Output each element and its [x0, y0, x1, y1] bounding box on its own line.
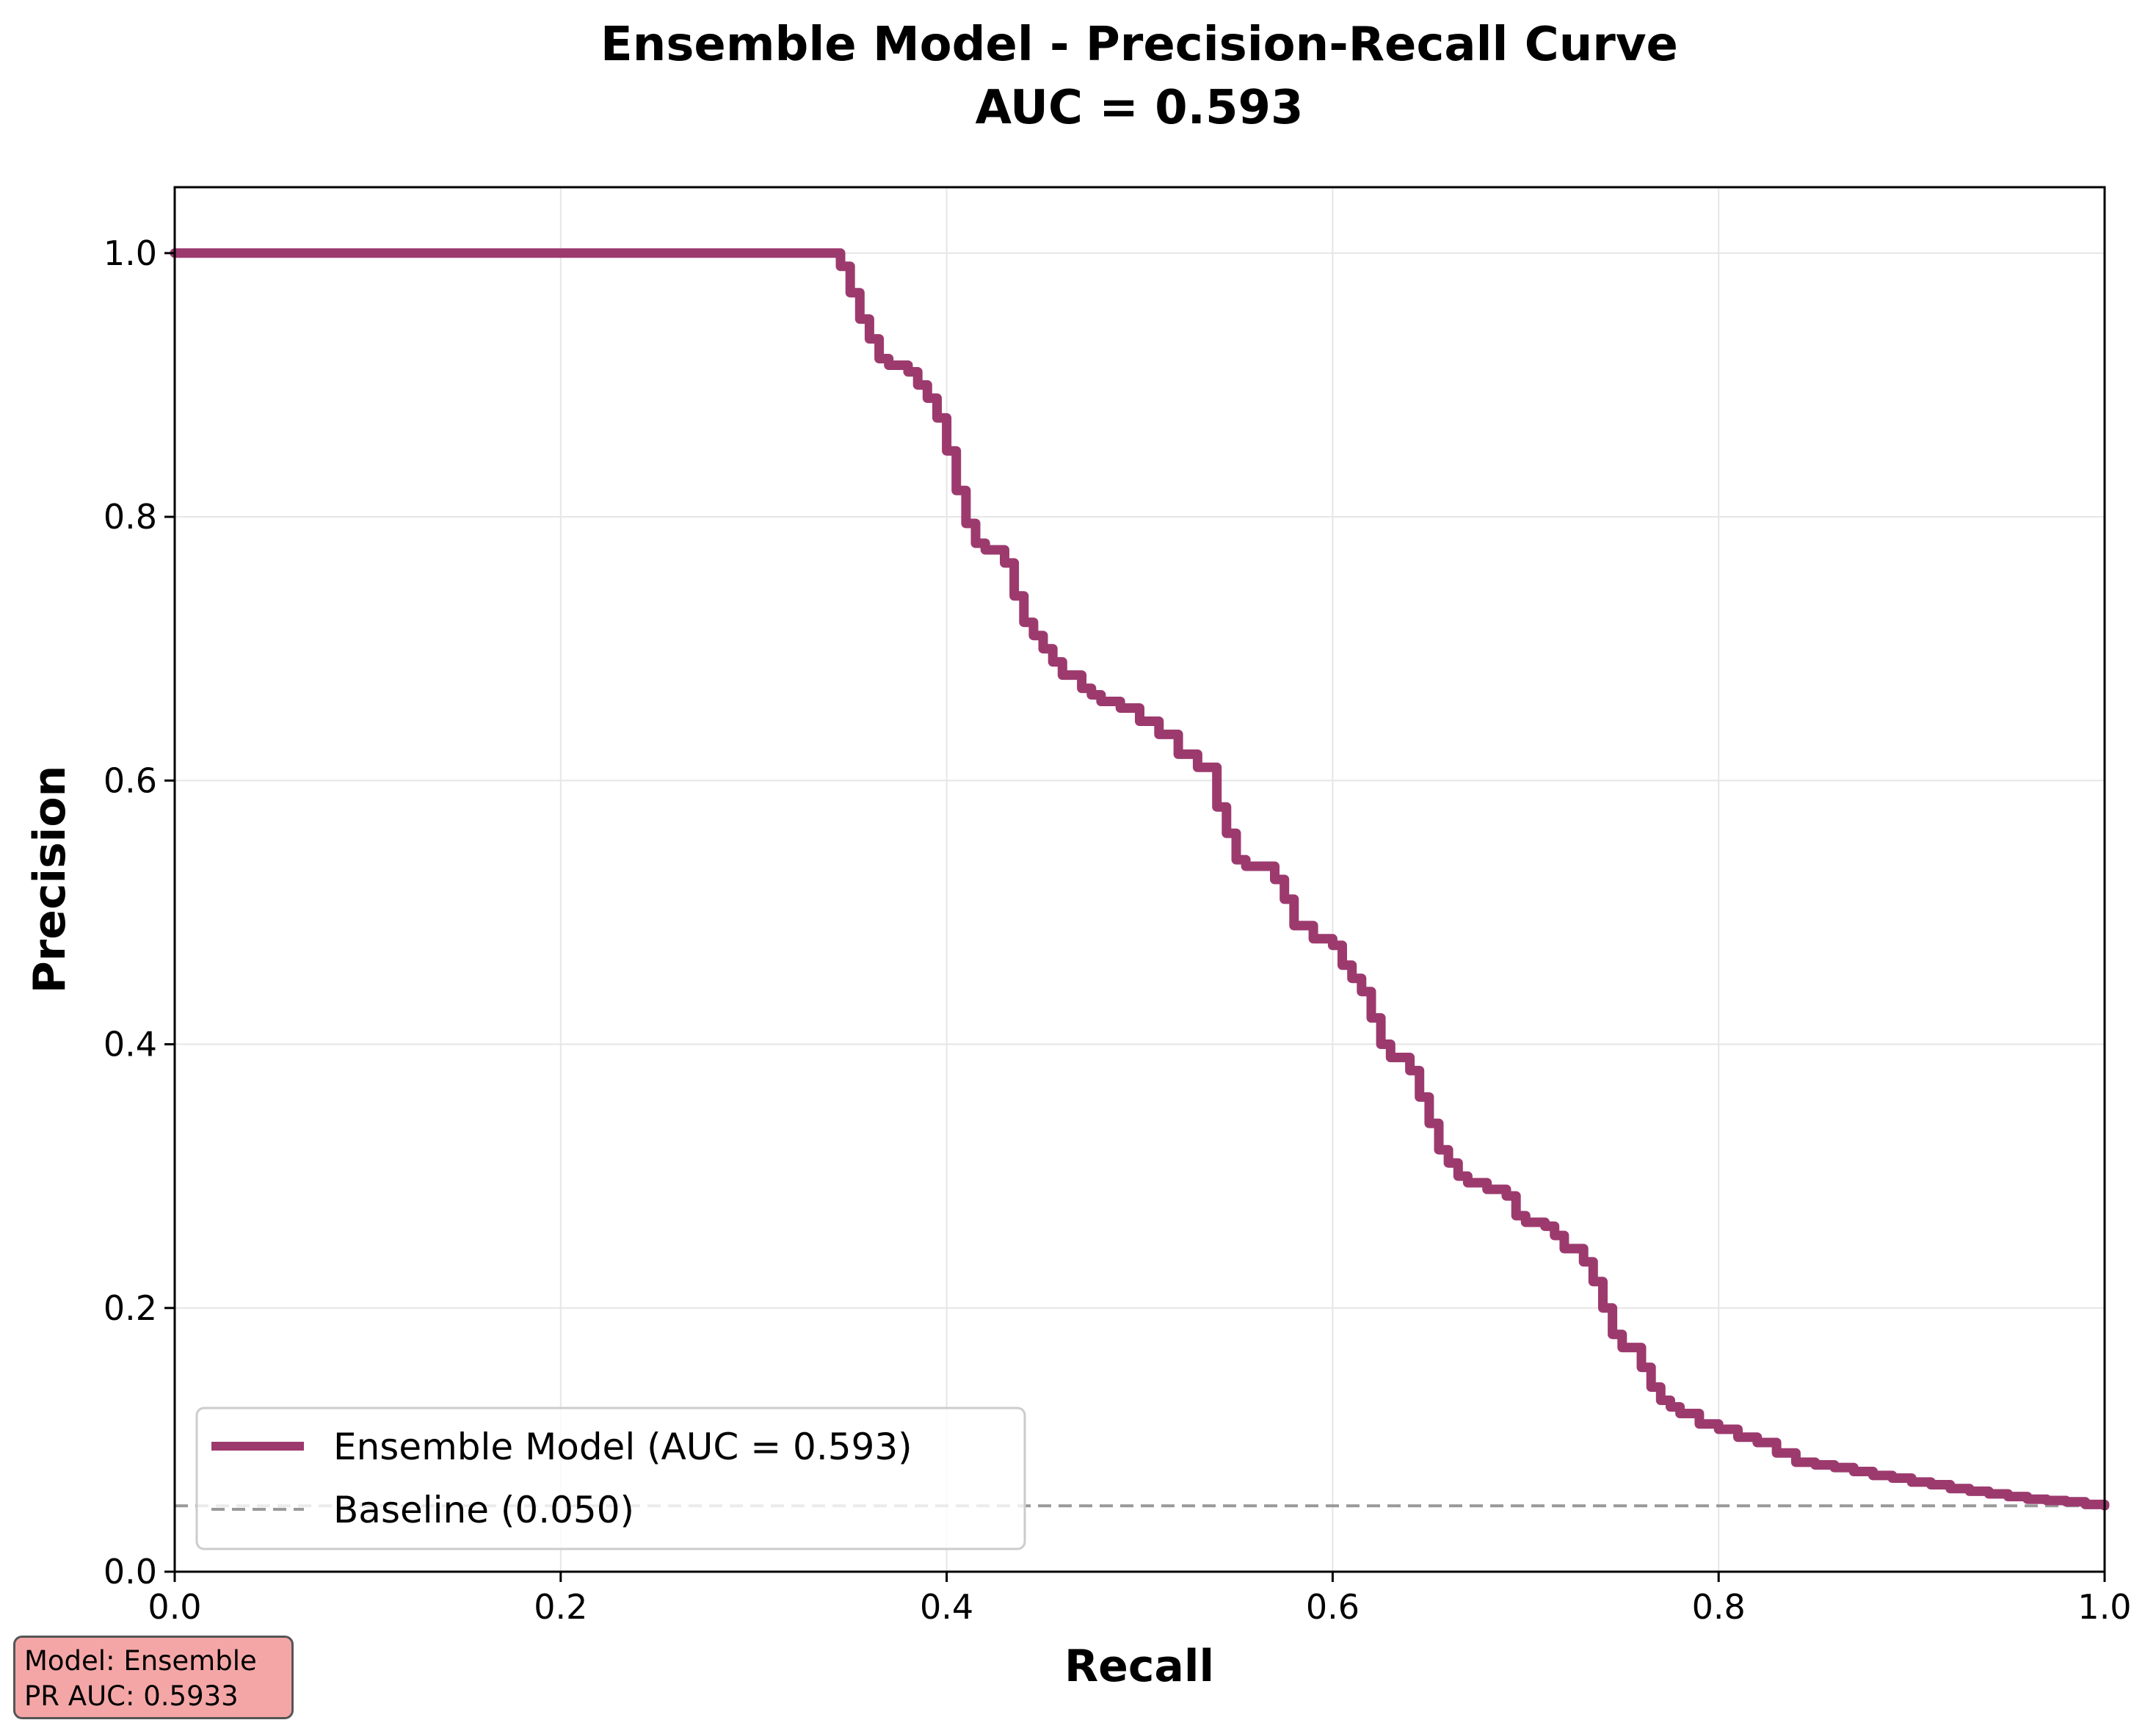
legend: Ensemble Model (AUC = 0.593) Baseline (0… — [195, 1407, 1026, 1550]
grid-lines — [174, 187, 2105, 1572]
series-layer — [170, 248, 2110, 1511]
model-name-text: Model: Ensemble — [24, 1645, 257, 1677]
pr-auc-text: PR AUC: 0.5933 — [24, 1680, 239, 1712]
x-axis-label: Recall — [1064, 1641, 1214, 1692]
x-axis-ticks: 0.0 0.2 0.4 0.6 0.8 1.0 — [148, 1572, 2132, 1627]
y-axis-ticks: 0.0 0.2 0.4 0.6 0.8 1.0 — [104, 233, 175, 1592]
legend-label-ensemble: Ensemble Model (AUC = 0.593) — [333, 1426, 912, 1468]
y-tick-label: 0.4 — [104, 1025, 157, 1064]
legend-label-baseline: Baseline (0.050) — [333, 1489, 634, 1531]
model-info-box: Model: Ensemble PR AUC: 0.5933 — [13, 1636, 294, 1719]
x-tick-label: 0.6 — [1306, 1587, 1360, 1627]
ensemble-pr-curve — [170, 248, 2110, 1511]
y-tick-label: 0.8 — [104, 497, 157, 537]
x-tick-label: 0.0 — [148, 1587, 201, 1627]
x-tick-label: 0.4 — [920, 1587, 973, 1627]
chart-subtitle: AUC = 0.593 — [975, 81, 1303, 135]
y-tick-label: 0.0 — [104, 1552, 157, 1592]
plot-frame — [173, 186, 2106, 1573]
y-tick-label: 0.2 — [104, 1288, 157, 1328]
x-tick-label: 1.0 — [2077, 1587, 2131, 1627]
legend-box — [195, 1407, 1026, 1550]
chart-title: Ensemble Model - Precision-Recall Curve — [600, 18, 1678, 72]
x-tick-label: 0.2 — [534, 1587, 587, 1627]
y-tick-label: 1.0 — [104, 233, 157, 273]
x-tick-label: 0.8 — [1692, 1587, 1746, 1627]
y-tick-label: 0.6 — [104, 761, 157, 800]
y-axis-label: Precision — [24, 766, 76, 994]
